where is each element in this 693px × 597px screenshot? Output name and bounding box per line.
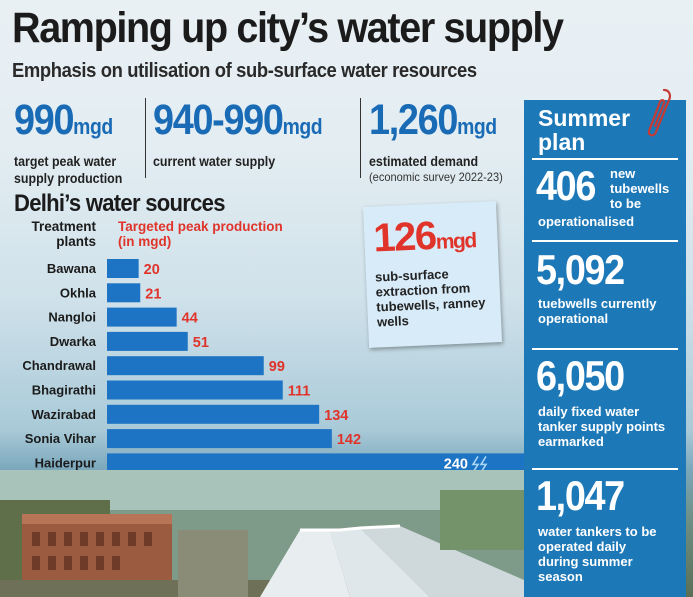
bar	[107, 429, 332, 449]
plan-text: new tubewells to be	[610, 166, 670, 211]
plan-text: tuebwells currently operational	[538, 296, 657, 326]
category-label: Chandrawal	[22, 358, 96, 373]
plan-value-tanker-points: 6,050	[536, 352, 625, 399]
plan-value-water-tankers: 1,047	[536, 472, 625, 519]
category-label: Nangloi	[48, 310, 96, 325]
value-label: 240	[444, 456, 468, 470]
callout-value: 126mgd	[372, 213, 477, 261]
headline: Ramping up city’s water supply	[12, 4, 564, 52]
bar	[107, 283, 141, 303]
summer-plan-panel: Summer plan 406 new tubewells to be operati…	[524, 100, 686, 597]
bar-chart: Bawana 20 Okhla 21 Nangloi 44 Dwarka 51 Chandraw…	[22, 259, 524, 470]
bar	[107, 453, 524, 470]
water-plant-photo	[0, 470, 524, 597]
subsurface-callout: 126mgd sub-surface extraction from tubewel…	[362, 201, 503, 348]
value-label: 20	[144, 262, 160, 278]
value-label: 111	[288, 384, 311, 400]
y-axis-label: Treatment plants	[31, 219, 96, 249]
plan-value-current-tubewells: 5,092	[536, 246, 625, 293]
category-label: Bhagirathi	[32, 383, 96, 398]
category-label: Wazirabad	[31, 407, 96, 422]
category-label: Haiderpur	[35, 455, 96, 470]
value-label: 142	[337, 432, 361, 448]
stat-estimated-demand: 1,260mgd estimated demand (economic surv…	[369, 96, 514, 185]
callout-text: sub-surface extraction from tubewells, ran…	[374, 266, 486, 330]
value-label: 21	[145, 286, 161, 302]
stat-caption: target peak water supply production	[14, 154, 123, 186]
plan-value-new-tubewells: 406	[536, 162, 596, 209]
divider	[145, 98, 146, 178]
divider	[532, 348, 678, 350]
value-label: 51	[193, 335, 209, 351]
category-label: Sonia Vihar	[25, 431, 96, 446]
value-label: 134	[324, 408, 348, 424]
axis-break-icon	[471, 455, 488, 470]
value-label: 99	[269, 359, 285, 375]
bar	[107, 380, 283, 400]
chart-title: Delhi’s water sources	[14, 190, 226, 217]
plan-text: daily fixed water tanker supply points ear…	[538, 404, 666, 449]
summer-plan-title: Summer plan	[538, 105, 631, 155]
subhead: Emphasis on utilisation of sub-surface w…	[12, 60, 477, 82]
category-label: Dwarka	[50, 334, 97, 349]
stat-note: (economic survey 2022-23)	[369, 170, 503, 184]
stat-target-peak: 990mgd target peak water supply productio…	[14, 96, 132, 187]
bar	[107, 331, 188, 351]
category-label: Bawana	[47, 261, 97, 276]
stat-value: 940-990mgd	[153, 96, 323, 144]
x-axis-label: Targeted peak production (in mgd)	[118, 219, 283, 249]
stat-caption: estimated demand	[369, 154, 479, 169]
divider	[532, 240, 678, 242]
bar	[107, 259, 139, 278]
category-label: Okhla	[60, 285, 97, 300]
divider	[360, 98, 361, 178]
plan-text: operationalised	[538, 214, 635, 229]
bar	[107, 307, 177, 327]
divider	[532, 158, 678, 160]
divider	[532, 468, 678, 470]
stat-value: 990mgd	[14, 96, 113, 144]
plan-text: water tankers to be operated daily during …	[538, 524, 657, 584]
stat-caption: current water supply	[153, 154, 276, 169]
value-label: 44	[182, 311, 198, 327]
bar	[107, 404, 320, 424]
paperclip-icon	[647, 88, 672, 137]
bar	[107, 356, 264, 376]
stat-current-supply: 940-990mgd current water supply	[153, 96, 345, 170]
stat-value: 1,260mgd	[369, 96, 497, 144]
